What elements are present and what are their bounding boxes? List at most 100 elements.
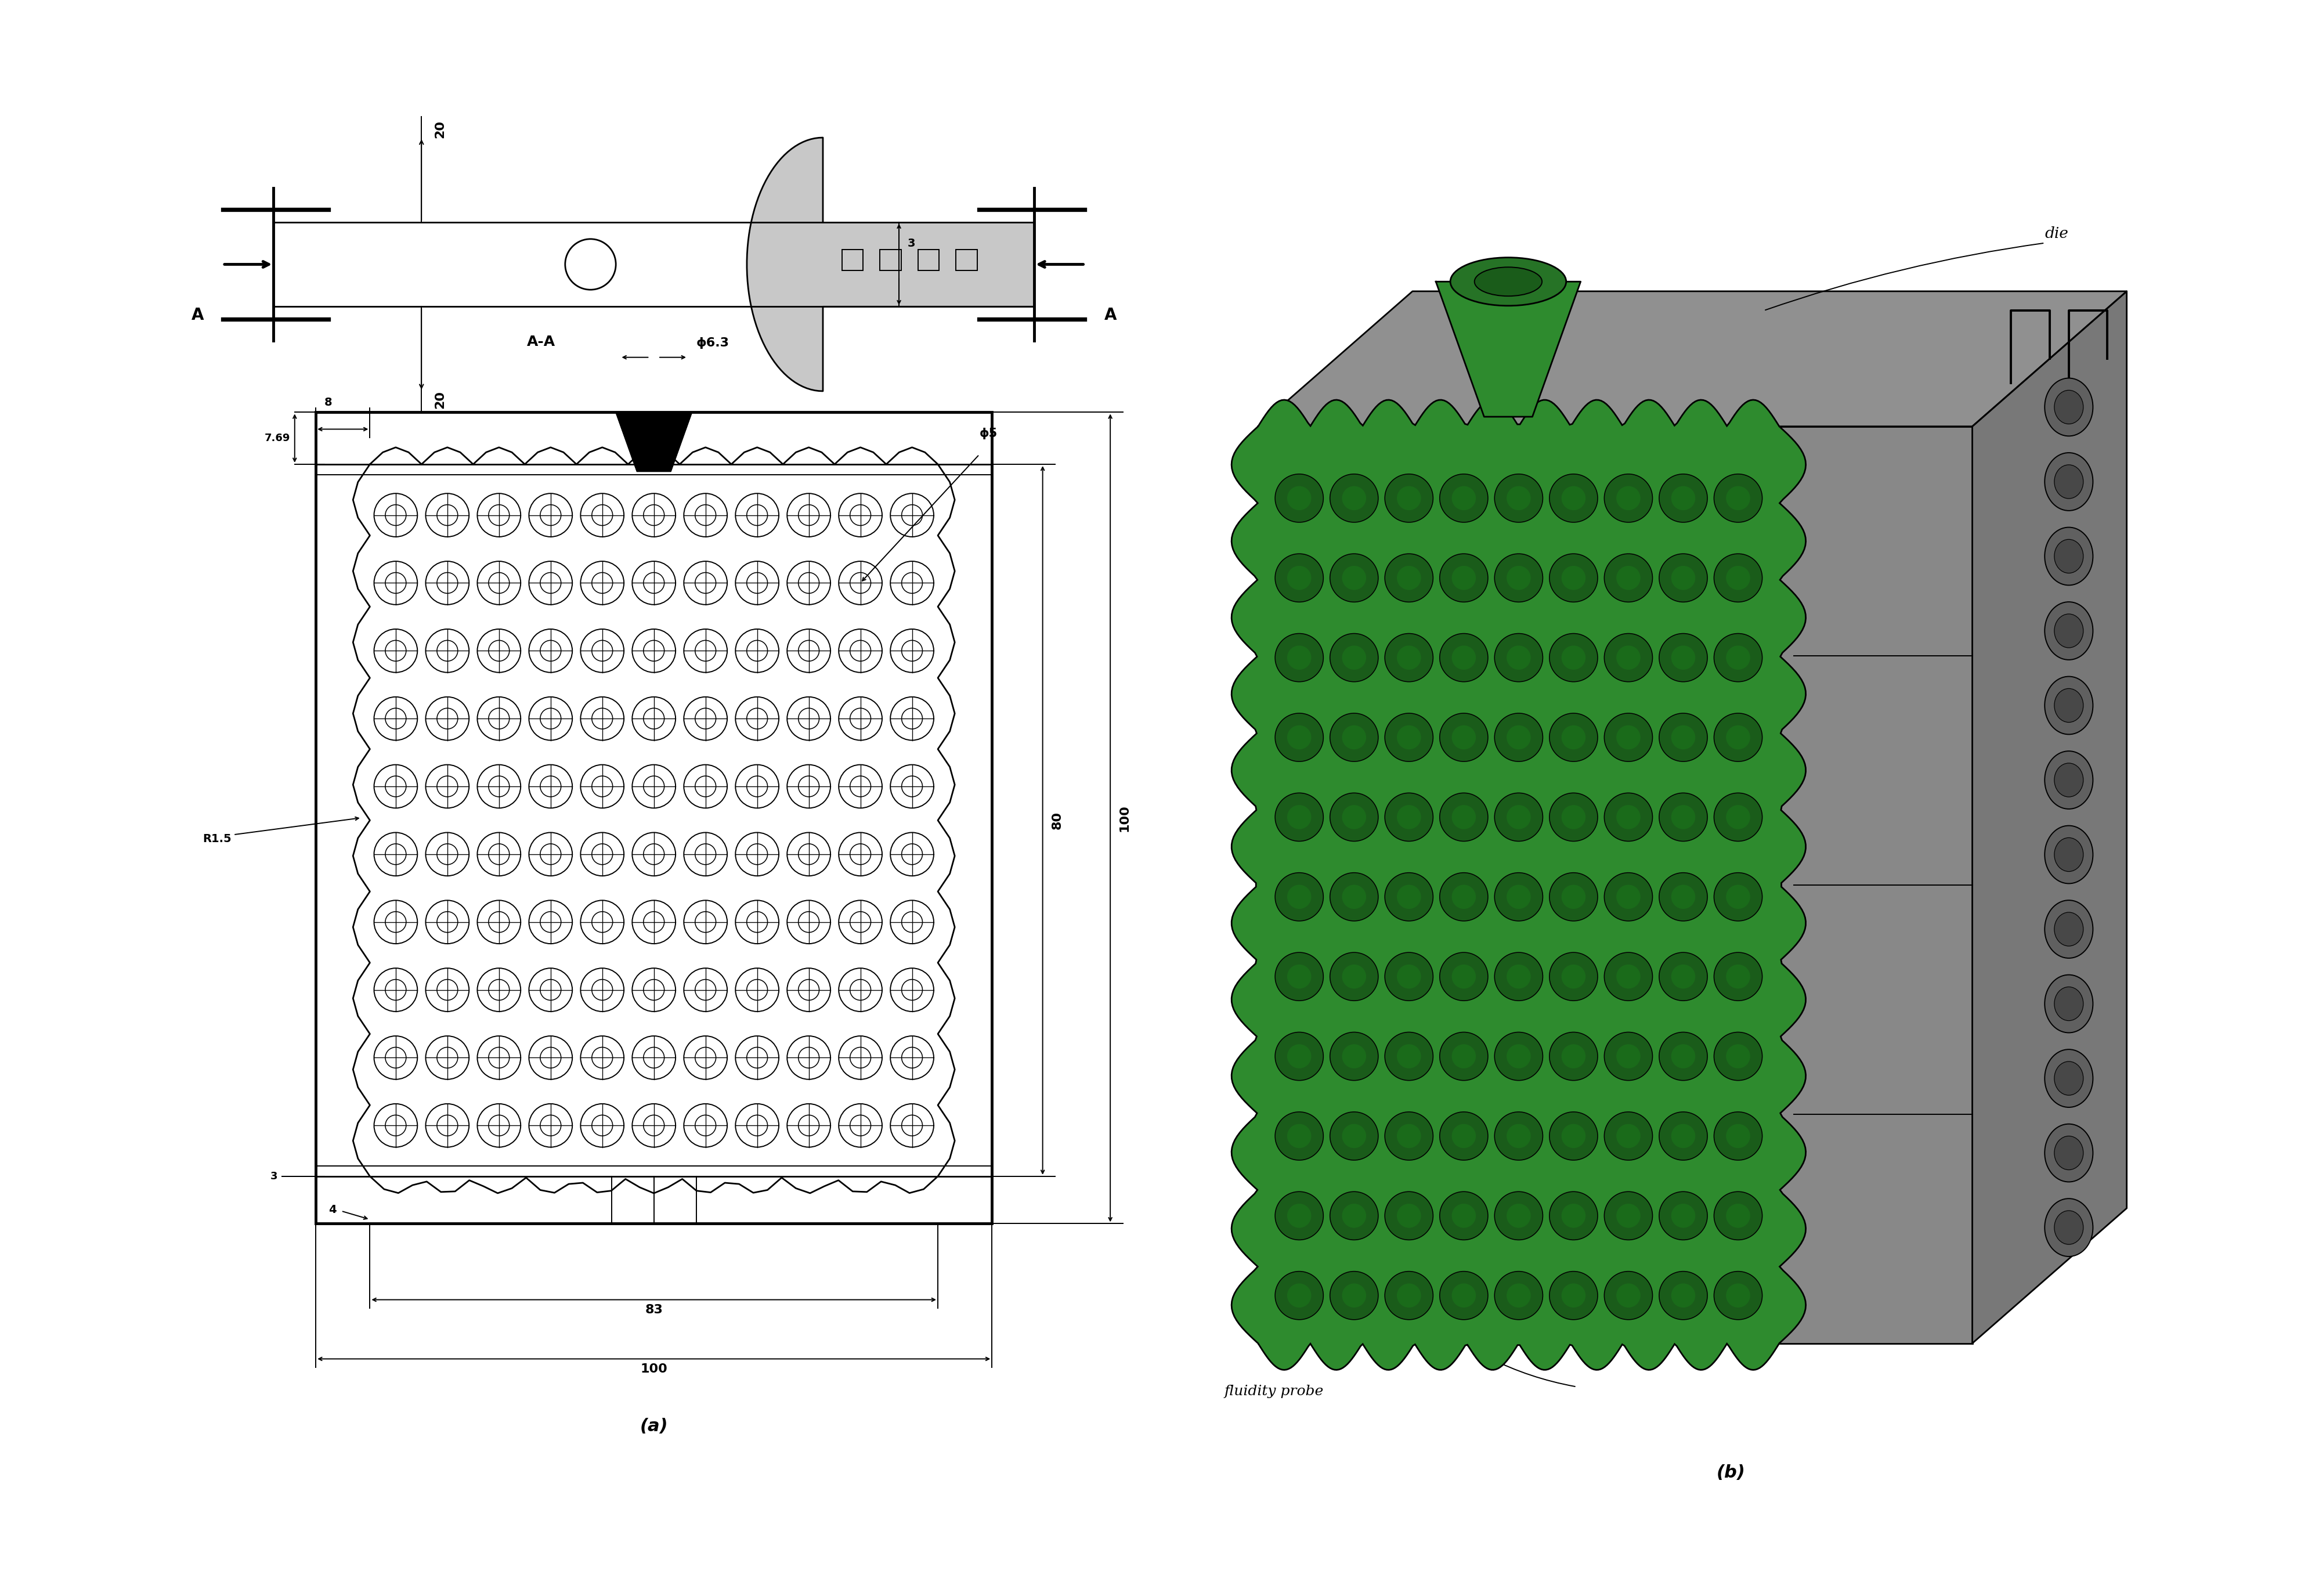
Circle shape [1671,1124,1696,1148]
Circle shape [1671,1203,1696,1227]
Circle shape [1329,1112,1378,1160]
Circle shape [1507,725,1530,750]
Ellipse shape [2045,752,2093,809]
Circle shape [1616,1283,1641,1307]
Text: 4: 4 [328,1203,337,1215]
Circle shape [1288,645,1311,670]
Circle shape [1616,645,1641,670]
Circle shape [1671,725,1696,750]
Circle shape [1563,725,1586,750]
Circle shape [1671,1044,1696,1068]
Circle shape [1440,1192,1489,1240]
Circle shape [1726,804,1749,830]
Ellipse shape [2045,825,2093,884]
Circle shape [1563,567,1586,591]
Circle shape [1288,725,1311,750]
Circle shape [1341,645,1366,670]
Circle shape [1507,1283,1530,1307]
Circle shape [1549,873,1597,921]
Circle shape [1616,884,1641,908]
Ellipse shape [2045,1199,2093,1256]
Circle shape [1396,487,1422,511]
Circle shape [1659,1192,1708,1240]
Circle shape [1329,1033,1378,1080]
Circle shape [1715,1272,1763,1320]
Circle shape [1616,804,1641,830]
Circle shape [1396,1124,1422,1148]
Circle shape [1671,487,1696,511]
Ellipse shape [1475,267,1542,297]
Text: (a): (a) [639,1419,667,1435]
Circle shape [1385,1272,1433,1320]
Circle shape [1396,645,1422,670]
Circle shape [1604,1272,1653,1320]
Text: fluidity probe: fluidity probe [1223,1385,1325,1398]
Circle shape [1341,804,1366,830]
Circle shape [1329,1272,1378,1320]
Circle shape [1440,554,1489,602]
Circle shape [1274,1112,1322,1160]
Circle shape [1671,964,1696,988]
Text: 100: 100 [1119,804,1131,832]
Circle shape [1604,1033,1653,1080]
Circle shape [1715,953,1763,1001]
Circle shape [1341,1124,1366,1148]
Circle shape [1507,1124,1530,1148]
Circle shape [1452,725,1475,750]
Ellipse shape [2054,986,2084,1021]
Circle shape [1507,964,1530,988]
Circle shape [1659,634,1708,681]
Circle shape [1496,634,1542,681]
Circle shape [1288,804,1311,830]
Circle shape [1396,1203,1422,1227]
Circle shape [1715,474,1763,522]
Circle shape [1549,554,1597,602]
Circle shape [1507,645,1530,670]
Circle shape [1659,554,1708,602]
Circle shape [1604,1192,1653,1240]
Circle shape [1604,634,1653,681]
Polygon shape [616,412,692,471]
Circle shape [1396,804,1422,830]
Polygon shape [1436,281,1581,417]
Circle shape [1507,567,1530,591]
Text: die: die [2045,227,2068,241]
Circle shape [1715,1192,1763,1240]
Circle shape [1452,1124,1475,1148]
Text: 20: 20 [434,120,445,139]
Text: A: A [192,306,203,322]
Circle shape [1549,1192,1597,1240]
Circle shape [1452,964,1475,988]
Circle shape [1440,1112,1489,1160]
Polygon shape [1973,290,2126,1344]
Circle shape [1341,1044,1366,1068]
Circle shape [1329,634,1378,681]
Circle shape [1274,793,1322,841]
Circle shape [1440,953,1489,1001]
Circle shape [1507,487,1530,511]
Circle shape [1726,1203,1749,1227]
Circle shape [1496,1112,1542,1160]
Circle shape [1274,1033,1322,1080]
Circle shape [1452,1203,1475,1227]
Circle shape [1288,1283,1311,1307]
Text: ϕ5: ϕ5 [979,428,997,439]
Circle shape [1604,554,1653,602]
Circle shape [1341,1283,1366,1307]
Bar [956,249,976,271]
Circle shape [1715,793,1763,841]
Ellipse shape [2045,900,2093,958]
Ellipse shape [2045,1124,2093,1183]
Circle shape [1563,645,1586,670]
Circle shape [1671,804,1696,830]
Circle shape [1452,567,1475,591]
Text: 20: 20 [434,391,445,409]
Circle shape [1288,1203,1311,1227]
Circle shape [1385,1033,1433,1080]
Circle shape [1341,487,1366,511]
Bar [1258,426,1973,1344]
Circle shape [1329,793,1378,841]
Circle shape [1440,793,1489,841]
Circle shape [1549,474,1597,522]
Circle shape [1726,567,1749,591]
